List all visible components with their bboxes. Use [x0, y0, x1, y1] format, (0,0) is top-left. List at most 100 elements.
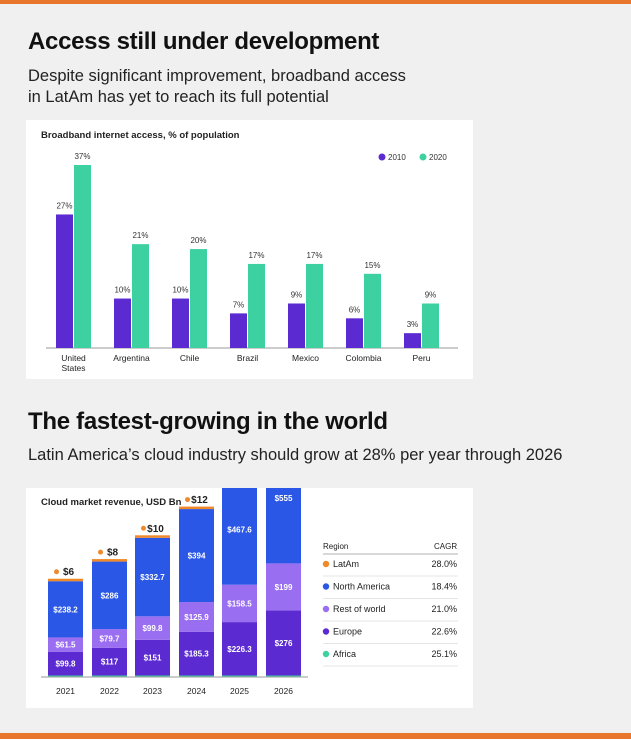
x-tick-label-2025: 2025 [230, 686, 249, 696]
table-dot-0 [322, 560, 330, 568]
latam-dot-2024 [185, 497, 190, 503]
x-tick-label-1-0: Argentina [113, 353, 150, 363]
chart-title: Broadband internet access, % of populati… [41, 130, 240, 141]
bar-2020-5 [364, 273, 381, 348]
stack-europe-2023 [135, 639, 170, 676]
x-tick-label-3-0: Brazil [237, 353, 258, 363]
stack-north-america-2021 [48, 581, 83, 638]
table-dot-4 [322, 650, 330, 658]
segment-label-north-america-2025: $467.6 [227, 526, 252, 535]
legend-marker-2010 [378, 153, 386, 161]
section-title-growth: The fastest-growing in the world [28, 408, 388, 435]
stack-africa-2025 [222, 675, 257, 677]
stack-africa-2024 [179, 675, 214, 677]
legend-marker-2020 [419, 153, 427, 161]
data-label-2020-4: 17% [306, 251, 322, 260]
subtitle-line-1: Despite significant improvement, broadba… [28, 67, 406, 85]
data-label-2010-3: 7% [233, 300, 245, 309]
stack-africa-2026 [266, 675, 301, 677]
latam-dot-2022 [98, 549, 103, 555]
stack-rest-of-world-2023 [135, 616, 170, 640]
data-label-2020-6: 9% [425, 290, 437, 299]
bar-2020-1 [132, 244, 149, 348]
section-title-access: Access still under development [28, 28, 380, 55]
x-tick-label-2-0: Chile [180, 353, 200, 363]
stack-rest-of-world-2026 [266, 563, 301, 611]
segment-label-north-america-2024: $394 [188, 552, 206, 561]
x-tick-label-5-0: Colombia [346, 353, 382, 363]
stack-latam-2022 [92, 559, 127, 562]
data-label-2010-1: 10% [114, 286, 130, 295]
bar-2010-3 [230, 313, 247, 348]
data-label-2010-2: 10% [172, 286, 188, 295]
data-label-2010-4: 9% [291, 290, 303, 299]
stack-europe-2026 [266, 610, 301, 676]
data-label-2020-1: 21% [132, 231, 148, 240]
table-region-3: Europe [333, 627, 362, 637]
bar-2010-2 [172, 298, 189, 348]
table-region-2: Rest of world [333, 604, 386, 614]
table-header-cagr: CAGR [434, 542, 457, 551]
data-label-2020-3: 17% [248, 251, 264, 260]
x-tick-label-0-1: States [61, 363, 85, 373]
legend-label-2010: 2010 [388, 153, 406, 162]
stack-rest-of-world-2024 [179, 602, 214, 632]
segment-label-europe-2026: $276 [275, 639, 293, 648]
table-header-region: Region [323, 542, 348, 551]
data-label-2010-0: 27% [56, 201, 72, 210]
data-label-2010-6: 3% [407, 320, 419, 329]
segment-label-north-america-2023: $332.7 [140, 573, 165, 582]
latam-value-2023: $10 [147, 524, 164, 535]
bar-2020-2 [190, 249, 207, 348]
segment-label-europe-2023: $151 [144, 654, 162, 663]
table-dot-3 [322, 628, 330, 635]
x-tick-label-2023: 2023 [143, 686, 162, 696]
segment-label-rest-of-world-2023: $99.8 [142, 624, 163, 633]
x-tick-label-2024: 2024 [187, 686, 206, 696]
stack-north-america-2024 [179, 509, 214, 603]
subtitle-line-2: in LatAm has yet to reach its full poten… [28, 88, 329, 106]
segment-label-europe-2021: $99.8 [55, 660, 76, 669]
segment-label-europe-2022: $117 [101, 658, 119, 667]
bar-2010-0 [56, 214, 73, 348]
segment-label-europe-2024: $185.3 [184, 650, 209, 659]
chart-title: Cloud market revenue, USD Bn [41, 497, 182, 508]
x-tick-label-0-0: United [61, 353, 86, 363]
cloud-revenue-chart: Cloud market revenue, USD Bn $99.8 $61.5 $2… [41, 488, 458, 696]
stack-rest-of-world-2025 [222, 584, 257, 623]
stack-europe-2024 [179, 631, 214, 676]
table-cagr-4: 25.1% [431, 649, 457, 659]
x-tick-label-2026: 2026 [274, 686, 293, 696]
segment-label-rest-of-world-2021: $61.5 [55, 641, 76, 650]
stack-north-america-2022 [92, 561, 127, 630]
section-subtitle-growth: Latin America’s cloud industry should gr… [28, 446, 563, 464]
stack-north-america-2025 [222, 488, 257, 585]
stack-north-america-2026 [266, 488, 301, 564]
table-region-0: LatAm [333, 559, 359, 569]
stack-africa-2022 [92, 675, 127, 677]
broadband-chart: Broadband internet access, % of populati… [41, 130, 458, 373]
segment-label-rest-of-world-2025: $158.5 [227, 599, 252, 608]
table-region-4: Africa [333, 649, 356, 659]
table-dot-1 [322, 583, 330, 590]
segment-label-europe-2025: $226.3 [227, 645, 252, 654]
stack-latam-2023 [135, 535, 170, 538]
latam-value-2022: $8 [107, 548, 119, 559]
table-cagr-3: 22.6% [431, 627, 457, 637]
table-dot-2 [322, 605, 330, 613]
segment-label-rest-of-world-2026: $199 [275, 583, 293, 592]
table-cagr-2: 21.0% [431, 604, 457, 614]
data-label-2020-0: 37% [74, 152, 90, 161]
stack-europe-2021 [48, 651, 83, 676]
section-subtitle-access: Despite significant improvement, broadba… [28, 66, 406, 108]
table-region-1: North America [333, 582, 390, 592]
legend-label-2020: 2020 [429, 153, 447, 162]
bar-2020-6 [422, 303, 439, 348]
bar-2010-4 [288, 303, 305, 348]
data-label-2010-5: 6% [349, 305, 361, 314]
bar-2010-5 [346, 318, 363, 348]
stack-latam-2021 [48, 578, 83, 582]
bar-2020-3 [248, 263, 265, 348]
segment-label-north-america-2026: $555 [275, 494, 293, 503]
data-label-2020-2: 20% [190, 236, 206, 245]
